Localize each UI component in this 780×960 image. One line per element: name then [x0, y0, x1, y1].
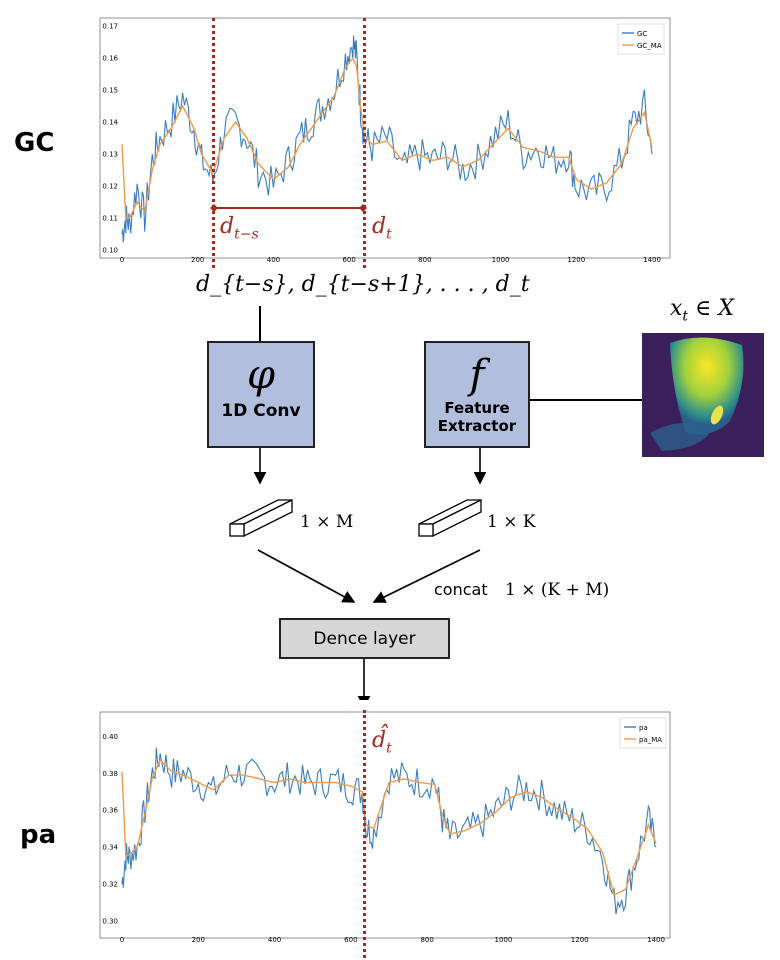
- bottom-chart-side-label: pa: [20, 820, 57, 850]
- x-tick-label: 200: [191, 256, 204, 264]
- x-tick-label: 400: [267, 256, 280, 264]
- bottom-x-ticks: 0 200 400 600 800 1000 1200 1400: [120, 936, 665, 944]
- feature-block: f Feature Extractor: [424, 341, 530, 448]
- y-tick-label: 0.14: [102, 119, 118, 127]
- seq-to-conv-line: [259, 306, 261, 342]
- x-tick-label: 1400: [643, 256, 661, 264]
- window-end-label: dt: [372, 214, 392, 243]
- bottom-legend: pa pa_MA: [619, 717, 667, 749]
- bottom-plot-frame: [99, 711, 671, 939]
- feature-output-vector: [418, 498, 482, 538]
- prediction-marker: [363, 710, 366, 958]
- x-tick-label: 1200: [571, 936, 589, 944]
- conv-block: φ 1D Conv: [207, 341, 315, 448]
- image-to-feature-line: [530, 399, 642, 401]
- y-tick-label: 0.38: [102, 770, 118, 778]
- bottom-y-ticks: 0.40 0.38 0.36 0.34 0.32 0.30: [102, 733, 118, 925]
- x-tick-label: 800: [420, 936, 433, 944]
- window-start-label: dt−s: [220, 214, 259, 243]
- top-legend: GC GC_MA: [617, 23, 665, 55]
- concat-dimension: 1 × (K + M): [505, 580, 610, 600]
- bottom-legend-pa: pa: [639, 724, 648, 732]
- top-x-ticks: 0 200 400 600 800 1000 1200 1400: [120, 256, 661, 264]
- conv-symbol: φ: [246, 352, 275, 398]
- top-chart-side-label: GC: [14, 128, 55, 158]
- x-tick-label: 800: [418, 256, 431, 264]
- top-legend-gc: GC: [637, 30, 647, 38]
- y-tick-label: 0.11: [102, 215, 118, 223]
- feature-label-line1: Feature: [444, 399, 510, 417]
- x-tick-label: 600: [342, 256, 355, 264]
- concat-label: concat: [434, 580, 488, 599]
- feature-output-label: 1 × K: [487, 512, 536, 532]
- y-tick-label: 0.40: [102, 733, 118, 741]
- feature-symbol: f: [469, 352, 485, 398]
- window-start-marker: [212, 18, 215, 268]
- x-tick-label: 1200: [567, 256, 585, 264]
- y-tick-label: 0.12: [102, 183, 118, 191]
- input-label: xt ∈ X: [670, 296, 734, 325]
- x-tick-label: 1000: [492, 256, 510, 264]
- top-y-ticks: 0.17 0.16 0.15 0.14 0.13 0.12 0.11 0.10: [102, 23, 118, 255]
- y-tick-label: 0.16: [102, 55, 118, 63]
- x-tick-label: 1000: [495, 936, 513, 944]
- y-tick-label: 0.10: [102, 247, 118, 255]
- bottom-legend-pa-ma: pa_MA: [639, 736, 662, 744]
- y-tick-label: 0.30: [102, 917, 118, 925]
- x-tick-label: 600: [344, 936, 357, 944]
- top-series-gc-ma: [121, 56, 653, 219]
- x-tick-label: 200: [192, 936, 205, 944]
- feature-label-line2: Extractor: [437, 417, 517, 435]
- conv-output-label: 1 × M: [300, 512, 354, 532]
- y-tick-label: 0.15: [102, 87, 118, 95]
- y-tick-label: 0.13: [102, 151, 118, 159]
- y-tick-label: 0.17: [102, 23, 118, 31]
- bottom-series-pa-ma: [121, 759, 657, 896]
- x-tick-label: 1400: [647, 936, 665, 944]
- dense-layer: Dence layer: [279, 618, 450, 659]
- conv-output-vector: [229, 498, 293, 538]
- window-bracket: [210, 204, 367, 212]
- y-tick-label: 0.32: [102, 880, 118, 888]
- x-tick-label: 0: [120, 256, 124, 264]
- conv-label: 1D Conv: [221, 401, 301, 421]
- prediction-label: d̂t: [372, 728, 392, 757]
- x-tick-label: 0: [120, 936, 124, 944]
- top-legend-gc-ma: GC_MA: [637, 42, 662, 50]
- bottom-chart: 0.40 0.38 0.36 0.34 0.32 0.30 0 200 400 600 800 10…: [99, 711, 671, 944]
- window-sequence: d_{t−s}, d_{t−s+1}, . . . , d_t: [196, 272, 530, 297]
- window-end-marker: [363, 18, 366, 268]
- input-image: [642, 333, 764, 457]
- y-tick-label: 0.34: [102, 844, 118, 852]
- bottom-series-pa: [121, 747, 657, 915]
- block-arrows: [229, 448, 487, 700]
- y-tick-label: 0.36: [102, 807, 118, 815]
- x-tick-label: 400: [268, 936, 281, 944]
- top-chart: 0.17 0.16 0.15 0.14 0.13 0.12 0.11 0.10 0 200 400…: [99, 17, 671, 264]
